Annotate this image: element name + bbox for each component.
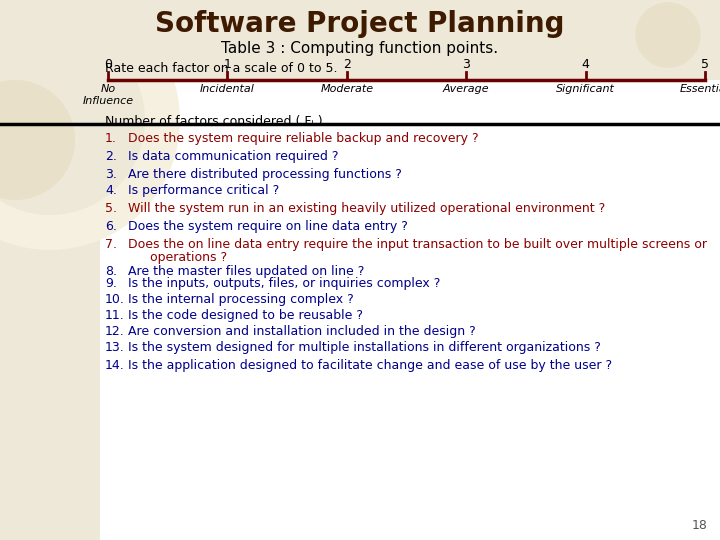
Circle shape — [0, 0, 180, 250]
Text: Is the inputs, outputs, files, or inquiries complex ?: Is the inputs, outputs, files, or inquir… — [128, 277, 441, 290]
Text: 7.: 7. — [105, 238, 117, 251]
Text: Does the system require reliable backup and recovery ?: Does the system require reliable backup … — [128, 132, 479, 145]
Text: Are conversion and installation included in the design ?: Are conversion and installation included… — [128, 325, 476, 338]
Circle shape — [0, 80, 75, 200]
Text: Moderate: Moderate — [320, 84, 374, 94]
Text: Is the code designed to be reusable ?: Is the code designed to be reusable ? — [128, 309, 363, 322]
FancyBboxPatch shape — [0, 0, 100, 540]
Text: 0: 0 — [104, 58, 112, 71]
Text: 6.: 6. — [105, 220, 117, 233]
FancyBboxPatch shape — [100, 0, 720, 540]
Text: Are the master files updated on line ?: Are the master files updated on line ? — [128, 265, 364, 278]
Text: 2: 2 — [343, 58, 351, 71]
FancyBboxPatch shape — [0, 0, 720, 80]
Text: Is the system designed for multiple installations in different organizations ?: Is the system designed for multiple inst… — [128, 341, 601, 354]
Text: 10.: 10. — [105, 293, 125, 306]
Text: 8.: 8. — [105, 265, 117, 278]
Text: Does the system require on line data entry ?: Does the system require on line data ent… — [128, 220, 408, 233]
Text: 4: 4 — [582, 58, 590, 71]
Text: 5.: 5. — [105, 202, 117, 215]
Text: Significant: Significant — [556, 84, 615, 94]
Text: Average: Average — [443, 84, 490, 94]
Text: 2.: 2. — [105, 150, 117, 163]
Text: 5: 5 — [701, 58, 709, 71]
Text: Number of factors considered ( Fᵢ ): Number of factors considered ( Fᵢ ) — [105, 115, 323, 128]
Text: 18: 18 — [692, 519, 708, 532]
Text: 3.: 3. — [105, 168, 117, 181]
Text: No
Influence: No Influence — [82, 84, 134, 106]
Text: 11.: 11. — [105, 309, 125, 322]
Circle shape — [636, 3, 700, 67]
Text: 1: 1 — [223, 58, 231, 71]
Text: 4.: 4. — [105, 184, 117, 197]
Text: 14.: 14. — [105, 359, 125, 372]
Text: 9.: 9. — [105, 277, 117, 290]
Text: Rate each factor on a scale of 0 to 5.: Rate each factor on a scale of 0 to 5. — [105, 62, 338, 75]
Text: Is the application designed to facilitate change and ease of use by the user ?: Is the application designed to facilitat… — [128, 359, 612, 372]
Text: Is data communication required ?: Is data communication required ? — [128, 150, 338, 163]
Text: Software Project Planning: Software Project Planning — [156, 10, 564, 38]
Text: operations ?: operations ? — [138, 251, 227, 264]
Text: 3: 3 — [462, 58, 470, 71]
Text: Is the internal processing complex ?: Is the internal processing complex ? — [128, 293, 354, 306]
Text: Is performance critical ?: Is performance critical ? — [128, 184, 279, 197]
Text: Are there distributed processing functions ?: Are there distributed processing functio… — [128, 168, 402, 181]
Text: Incidental: Incidental — [200, 84, 255, 94]
Text: Will the system run in an existing heavily utilized operational environment ?: Will the system run in an existing heavi… — [128, 202, 606, 215]
Text: Table 3 : Computing function points.: Table 3 : Computing function points. — [222, 41, 498, 56]
Text: 1.: 1. — [105, 132, 117, 145]
Circle shape — [0, 25, 145, 215]
Text: 12.: 12. — [105, 325, 125, 338]
Text: 13.: 13. — [105, 341, 125, 354]
Text: Does the on line data entry require the input transaction to be built over multi: Does the on line data entry require the … — [128, 238, 707, 251]
Text: Essential: Essential — [680, 84, 720, 94]
